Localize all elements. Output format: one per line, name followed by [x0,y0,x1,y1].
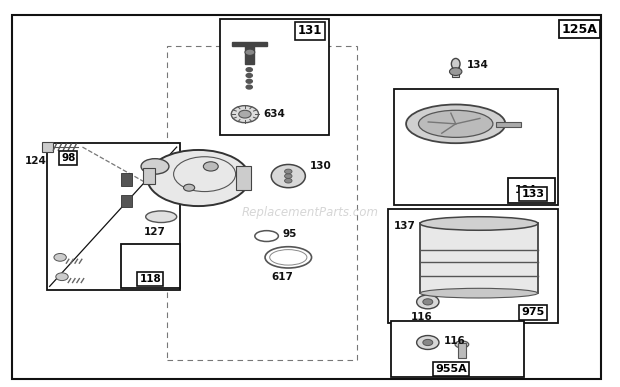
Circle shape [56,273,68,281]
Bar [46,143,180,290]
Bar [121,244,180,288]
Text: ReplacementParts.com: ReplacementParts.com [242,206,378,219]
Text: 975: 975 [521,307,545,317]
Circle shape [417,295,439,309]
Circle shape [285,169,292,174]
Bar [220,19,329,135]
Bar [232,42,267,46]
Bar [452,63,459,77]
Circle shape [239,110,251,118]
Text: 118: 118 [140,274,161,284]
Circle shape [203,162,218,171]
Circle shape [246,79,252,83]
Ellipse shape [420,217,538,230]
Text: 125A: 125A [561,22,597,36]
Ellipse shape [406,104,505,143]
Bar [458,343,466,358]
Ellipse shape [451,58,460,69]
Text: 131: 131 [298,24,322,38]
Ellipse shape [141,159,169,174]
Circle shape [285,174,292,178]
Ellipse shape [272,164,306,188]
Bar [167,46,356,360]
Circle shape [285,178,292,183]
Circle shape [231,106,259,123]
Ellipse shape [455,341,469,348]
Bar [420,224,538,293]
Circle shape [417,336,439,349]
Circle shape [245,49,255,55]
Bar [394,89,558,205]
Text: 955A: 955A [435,364,467,374]
Ellipse shape [146,211,177,223]
Bar [245,45,254,64]
Bar [391,321,524,377]
Text: 133: 133 [521,189,545,199]
Bar [42,142,53,152]
Bar [388,209,558,323]
Circle shape [246,74,252,77]
Bar [143,168,155,184]
Circle shape [54,253,66,261]
Text: 134: 134 [467,60,489,70]
Text: 130: 130 [310,161,332,171]
Circle shape [246,68,252,72]
Text: 137: 137 [394,221,415,231]
Circle shape [450,68,462,75]
Text: 127: 127 [144,227,166,237]
Text: 124: 124 [25,156,47,166]
Circle shape [184,184,195,191]
Bar [508,178,555,203]
Circle shape [423,299,433,305]
Text: 95: 95 [282,229,296,239]
Text: 617: 617 [271,272,293,282]
Text: 634: 634 [264,109,285,119]
Bar [121,195,132,207]
Ellipse shape [420,288,538,298]
Bar [496,122,521,127]
Bar [236,166,251,190]
Bar [121,173,132,186]
Ellipse shape [418,110,493,137]
Text: 98: 98 [61,153,76,163]
Text: 116: 116 [444,336,466,346]
Circle shape [246,85,252,89]
Text: 116: 116 [410,312,433,322]
Ellipse shape [148,150,249,206]
Text: 104: 104 [515,185,536,195]
Circle shape [423,339,433,346]
